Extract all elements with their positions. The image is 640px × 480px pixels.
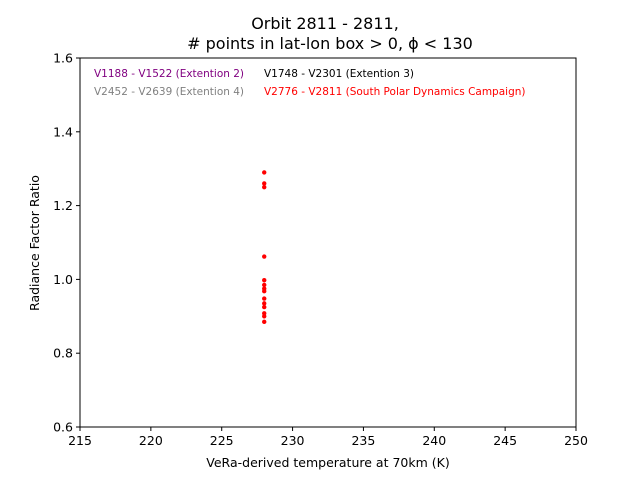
y-tick-label: 1.4 [53, 124, 73, 139]
legend-entry: V2452 - V2639 (Extention 4) [94, 86, 244, 98]
data-point [262, 319, 267, 325]
data-points [262, 170, 267, 325]
data-point [262, 277, 267, 283]
data-point [262, 314, 267, 319]
x-tick-label: 215 [68, 433, 92, 448]
x-tick-label: 235 [351, 433, 375, 448]
data-point [262, 301, 267, 306]
legend-entry: V2776 - V2811 (South Polar Dynamics Camp… [264, 86, 526, 98]
x-axis: 215 220 225 230 235 240 245 250 [68, 427, 588, 448]
data-point [262, 254, 267, 259]
x-tick-label: 250 [564, 433, 588, 448]
data-point [262, 282, 267, 288]
plot-area [79, 57, 577, 428]
data-point [262, 170, 267, 175]
x-tick-label: 225 [210, 433, 234, 448]
y-axis: 0.6 0.8 1.0 1.2 1.4 1.6 [53, 51, 80, 435]
data-point [262, 296, 267, 301]
y-tick-label: 1.6 [53, 51, 73, 66]
legend-entry: V1188 - V1522 (Extention 2) [94, 68, 244, 80]
x-tick-label: 245 [493, 433, 517, 448]
chart-title-line1: Orbit 2811 - 2811, [251, 14, 399, 33]
data-point [262, 304, 267, 310]
legend: V1188 - V1522 (Extention 2) V1748 - V2301… [94, 68, 526, 98]
chart-title-line2: # points in lat-lon box > 0, ϕ < 130 [187, 34, 473, 53]
data-point [262, 289, 267, 294]
x-tick-label: 230 [281, 433, 305, 448]
y-tick-label: 1.0 [53, 272, 73, 287]
x-tick-label: 220 [139, 433, 163, 448]
x-axis-label: VeRa-derived temperature at 70km (K) [206, 455, 449, 470]
legend-entry: V1748 - V2301 (Extention 3) [264, 68, 414, 80]
y-tick-label: 1.2 [53, 198, 73, 213]
x-tick-label: 240 [422, 433, 446, 448]
y-tick-label: 0.8 [53, 346, 73, 361]
y-axis-label: Radiance Factor Ratio [27, 175, 42, 311]
data-point [262, 181, 267, 186]
y-tick-label: 0.6 [53, 420, 73, 435]
data-point [262, 184, 267, 190]
